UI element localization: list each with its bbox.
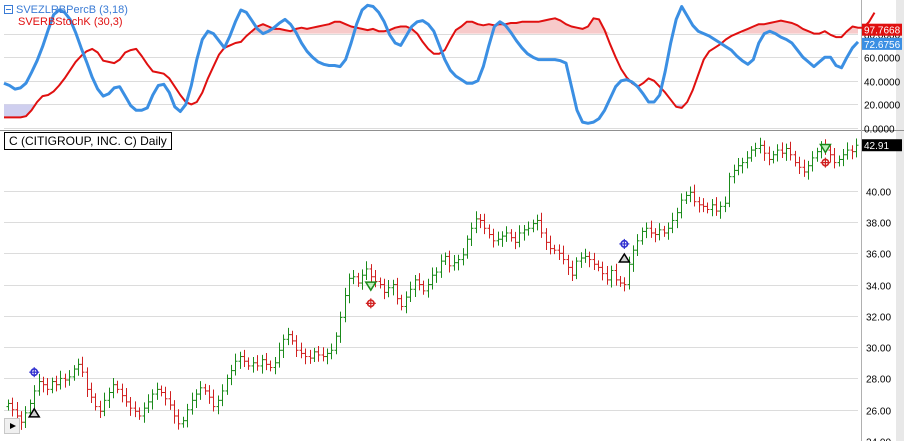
legend-percb-label: SVEZLRBPercB (3,18) bbox=[16, 4, 128, 16]
legend-row-stochk[interactable]: SVERBStochK (30,3) bbox=[4, 16, 128, 28]
percb-last-value-tag: 72.6756 bbox=[864, 40, 901, 51]
price-grid bbox=[4, 191, 858, 442]
price-tick-label: 36.00 bbox=[866, 250, 891, 261]
overbought-fill bbox=[846, 26, 858, 34]
price-tick-label: 40.00 bbox=[866, 188, 891, 199]
sell-signal-triangle bbox=[819, 143, 832, 154]
price-tick-label: 32.00 bbox=[866, 313, 891, 324]
price-bars bbox=[6, 137, 859, 430]
indicator-tick-label: 40.0000 bbox=[864, 78, 901, 89]
play-icon[interactable] bbox=[4, 418, 20, 434]
indicator-tick-label: 80.0000 bbox=[864, 31, 901, 42]
buy-signal-triangle bbox=[617, 252, 631, 263]
price-chart-title: C (CITIGROUP, INC. C) Daily bbox=[4, 132, 172, 150]
indicator-y-axis: 0.0000 20.0000 40.0000 60.0000 80.0000 bbox=[864, 31, 901, 136]
price-tick-label: 24.00 bbox=[866, 438, 891, 442]
percb-line bbox=[3, 3, 860, 125]
right-edge-strip bbox=[896, 0, 904, 441]
buy-signal-triangle bbox=[27, 407, 41, 418]
price-last-value-tag: 42.91 bbox=[864, 141, 889, 152]
legend-stochk-label: SVERBStochK (30,3) bbox=[18, 16, 123, 28]
indicator-legend: SVEZLRBPercB (3,18) SVERBStochK (30,3) bbox=[4, 4, 128, 28]
indicator-tick-label: 60.0000 bbox=[864, 54, 901, 65]
oversold-fill bbox=[4, 104, 38, 118]
signal-markers bbox=[27, 143, 832, 418]
price-tick-label: 30.00 bbox=[866, 344, 891, 355]
collapse-box-icon[interactable] bbox=[4, 5, 13, 14]
stochk-last-value-tag-bg bbox=[862, 23, 902, 36]
indicator-tick-label: 0.0000 bbox=[864, 125, 895, 136]
price-tick-label: 34.00 bbox=[866, 282, 891, 293]
overbought-fill bbox=[742, 20, 814, 34]
price-tick-label: 28.00 bbox=[866, 375, 891, 386]
price-tick-label: 26.00 bbox=[866, 407, 891, 418]
stochk-last-value-tag: 97.7668 bbox=[864, 26, 901, 37]
indicator-grid bbox=[4, 34, 858, 129]
price-last-value-tag-bg bbox=[862, 139, 902, 152]
indicator-tick-label: 20.0000 bbox=[864, 101, 901, 112]
sell-signal-triangle bbox=[364, 281, 378, 292]
legend-row-percb[interactable]: SVEZLRBPercB (3,18) bbox=[4, 4, 128, 16]
indicator-lines bbox=[3, 3, 876, 125]
last-value-tags: 97.7668 72.6756 42.91 bbox=[862, 23, 902, 152]
price-tick-label: 38.00 bbox=[866, 219, 891, 230]
percb-last-value-tag-bg bbox=[862, 37, 902, 50]
stochk-line bbox=[4, 12, 876, 119]
